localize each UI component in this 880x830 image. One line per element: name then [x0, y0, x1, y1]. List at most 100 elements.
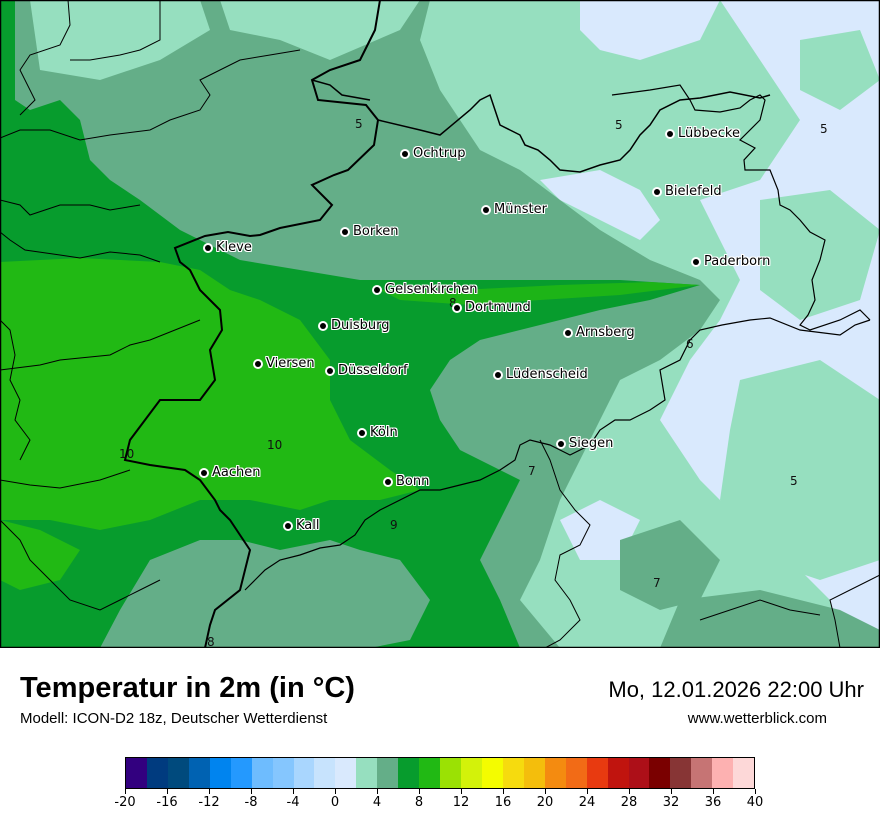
- contour-label: 5: [355, 117, 363, 131]
- tick-mark: [712, 789, 714, 794]
- city-name: Lübbecke: [678, 126, 740, 141]
- city-name: Kleve: [216, 240, 252, 255]
- tick-label: 36: [704, 795, 722, 810]
- colorbar-segment: [670, 758, 692, 788]
- city-dot-icon: [693, 258, 699, 265]
- city-name: Kall: [296, 518, 320, 533]
- tick-label: -8: [244, 795, 258, 810]
- city-name: Siegen: [569, 436, 614, 451]
- colorbar-segment: [565, 758, 587, 788]
- contour-label: 6: [686, 337, 694, 351]
- city-name: Aachen: [212, 465, 261, 480]
- tick-mark: [418, 789, 420, 794]
- tick-mark: [460, 789, 462, 794]
- tick-label: 20: [536, 795, 554, 810]
- contour-label: 10: [119, 447, 135, 461]
- city-dot-icon: [359, 429, 365, 436]
- model-source: Modell: ICON-D2 18z, Deutscher Wetterdie…: [20, 710, 328, 727]
- colorbar-segment: [251, 758, 273, 788]
- city-dot-icon: [327, 367, 333, 374]
- city-dot-icon: [255, 360, 261, 367]
- contour-label: 8: [449, 296, 457, 310]
- colorbar-segment: [167, 758, 189, 788]
- city-marker: Ochtrup: [402, 146, 466, 161]
- forecast-datetime: Mo, 12.01.2026 22:00 Uhr: [608, 677, 864, 702]
- city-name: Ochtrup: [413, 146, 466, 161]
- colorbar-segment: [377, 758, 399, 788]
- temperature-colorbar: [125, 757, 755, 789]
- city-dot-icon: [454, 304, 460, 311]
- city-marker: Bielefeld: [654, 184, 722, 199]
- city-dot-icon: [374, 286, 380, 293]
- tick-label: 8: [414, 795, 424, 810]
- city-name: Borken: [353, 224, 399, 239]
- colorbar-segment: [733, 758, 755, 788]
- city-dot-icon: [558, 440, 564, 447]
- city-dot-icon: [654, 188, 660, 195]
- contour-label: 5: [820, 122, 828, 136]
- city-marker: Köln: [359, 425, 398, 440]
- city-marker: Dortmund: [454, 300, 531, 315]
- tick-label: 24: [578, 795, 596, 810]
- city-marker: Gelsenkirchen: [374, 282, 478, 297]
- colorbar-segment: [419, 758, 441, 788]
- city-name: Paderborn: [704, 254, 771, 269]
- colorbar-segment: [523, 758, 545, 788]
- city-marker: Lüdenscheid: [495, 367, 588, 382]
- tick-label: 0: [330, 795, 340, 810]
- contour-label: 8: [207, 635, 215, 648]
- city-name: Arnsberg: [576, 325, 635, 340]
- colorbar-segment: [502, 758, 524, 788]
- map-borders-layer: [0, 0, 880, 648]
- colorbar-segment: [712, 758, 734, 788]
- tick-mark: [544, 789, 546, 794]
- tick-label: 12: [452, 795, 470, 810]
- map-title: Temperatur in 2m (in °C): [20, 672, 355, 704]
- city-dot-icon: [495, 371, 501, 378]
- city-name: Dortmund: [465, 300, 531, 315]
- contour-label: 9: [390, 518, 398, 532]
- city-dot-icon: [667, 130, 673, 137]
- colorbar-segment: [146, 758, 168, 788]
- tick-mark: [376, 789, 378, 794]
- colorbar-segment: [586, 758, 608, 788]
- city-name: Köln: [370, 425, 398, 440]
- tick-label: 4: [372, 795, 382, 810]
- city-marker: Paderborn: [693, 254, 770, 269]
- colorbar-segment: [356, 758, 378, 788]
- city-marker: Bonn: [385, 474, 429, 489]
- city-name: Gelsenkirchen: [385, 282, 478, 297]
- city-marker: Aachen: [201, 465, 260, 480]
- tick-label: 16: [494, 795, 512, 810]
- tick-mark: [586, 789, 588, 794]
- city-name: Bonn: [396, 474, 430, 489]
- colorbar-segment: [649, 758, 671, 788]
- city-dot-icon: [285, 522, 291, 529]
- colorbar-segment: [335, 758, 357, 788]
- city-marker: Siegen: [558, 436, 613, 451]
- city-name: Viersen: [266, 356, 315, 371]
- city-marker: Arnsberg: [565, 325, 635, 340]
- city-dot-icon: [483, 206, 489, 213]
- tick-label: -4: [286, 795, 300, 810]
- city-marker: Düsseldorf: [327, 363, 408, 378]
- city-name: Lüdenscheid: [506, 367, 588, 382]
- contour-label: 5: [615, 118, 623, 132]
- tick-mark: [166, 789, 168, 794]
- colorbar-segment: [544, 758, 566, 788]
- city-marker: Duisburg: [320, 318, 390, 333]
- colorbar-segment: [398, 758, 420, 788]
- city-dot-icon: [205, 244, 211, 251]
- website-url: www.wetterblick.com: [687, 710, 827, 727]
- colorbar-segment: [607, 758, 629, 788]
- colorbar-ticks: -20 -16 -12 -8 -4 0 4 8 12 16 20 24 28 32 36 40: [114, 789, 763, 819]
- tick-mark: [670, 789, 672, 794]
- tick-mark: [628, 789, 630, 794]
- tick-mark: [292, 789, 294, 794]
- city-marker: Kall: [285, 518, 320, 533]
- city-name: Düsseldorf: [338, 363, 408, 378]
- city-dot-icon: [320, 322, 326, 329]
- colorbar-segment: [272, 758, 294, 788]
- city-name: Bielefeld: [665, 184, 722, 199]
- tick-mark: [502, 789, 504, 794]
